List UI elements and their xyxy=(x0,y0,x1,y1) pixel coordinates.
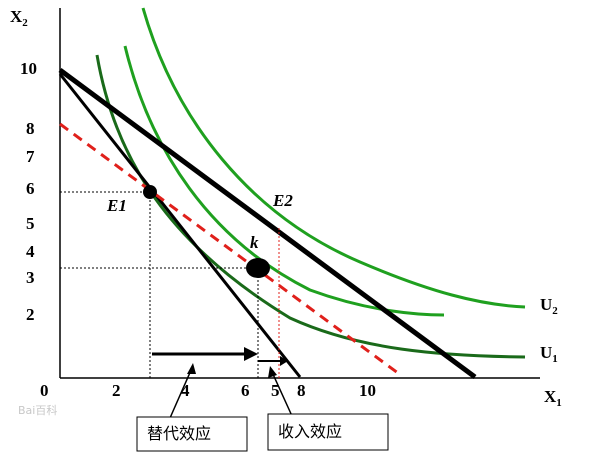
indifference-curve-middle xyxy=(123,45,445,317)
label-k: k xyxy=(250,233,259,252)
y-tick-label: 4 xyxy=(26,242,35,261)
income-pointer-head xyxy=(268,366,277,378)
income-pointer xyxy=(271,371,293,417)
effect-arrows xyxy=(152,347,288,366)
baidu-watermark: Bai百科 xyxy=(18,403,57,417)
x-tick-label: 6 xyxy=(241,381,250,400)
income-effect-box: 收入效应 xyxy=(267,413,389,451)
y-tick-label: 5 xyxy=(26,214,35,233)
substitution-effect-box: 替代效应 xyxy=(136,416,248,452)
y-tick-label: 3 xyxy=(26,268,35,287)
axes xyxy=(59,8,540,379)
compensated-budget-line xyxy=(59,122,403,378)
income-arrowhead xyxy=(280,356,288,366)
income-effect-label: 收入效应 xyxy=(278,422,342,441)
point-k xyxy=(246,258,270,278)
y-tick-labels: 10 8 7 6 5 4 3 2 xyxy=(20,59,37,324)
x-tick-labels: 2 4 6 5 8 10 xyxy=(112,381,376,400)
x-tick-label: 2 xyxy=(112,381,121,400)
substitution-pointer-head xyxy=(187,363,196,374)
substitution-effect-label: 替代效应 xyxy=(147,424,211,443)
indifference-curve-u1 xyxy=(95,54,526,359)
origin-label: 0 xyxy=(40,381,49,400)
substitution-pointer xyxy=(169,367,193,419)
x-axis-title: X1 xyxy=(544,387,562,409)
x-tick-label: 8 xyxy=(297,381,306,400)
x-tick-label: 10 xyxy=(359,381,376,400)
y-axis-title: X2 xyxy=(10,7,28,29)
indifference-curve-u2 xyxy=(141,7,526,309)
x-tick-label: 5 xyxy=(271,381,280,400)
label-e2: E2 xyxy=(272,191,293,210)
label-u1: U1 xyxy=(540,343,558,365)
label-e1: E1 xyxy=(106,196,127,215)
callout-pointers xyxy=(169,363,293,419)
y-tick-label: 8 xyxy=(26,119,35,138)
label-u2: U2 xyxy=(540,295,558,317)
substitution-arrowhead xyxy=(244,347,258,361)
indifference-curves xyxy=(95,7,526,359)
point-e1 xyxy=(143,185,157,199)
y-tick-label: 7 xyxy=(26,147,35,166)
budget-line-original xyxy=(58,73,302,378)
y-tick-label: 10 xyxy=(20,59,37,78)
y-tick-label: 6 xyxy=(26,179,35,198)
budget-line-new xyxy=(58,67,477,380)
x-tick-label: 4 xyxy=(181,381,190,400)
y-tick-label: 2 xyxy=(26,305,35,324)
budget-lines xyxy=(58,67,477,380)
guide-lines xyxy=(60,191,280,378)
